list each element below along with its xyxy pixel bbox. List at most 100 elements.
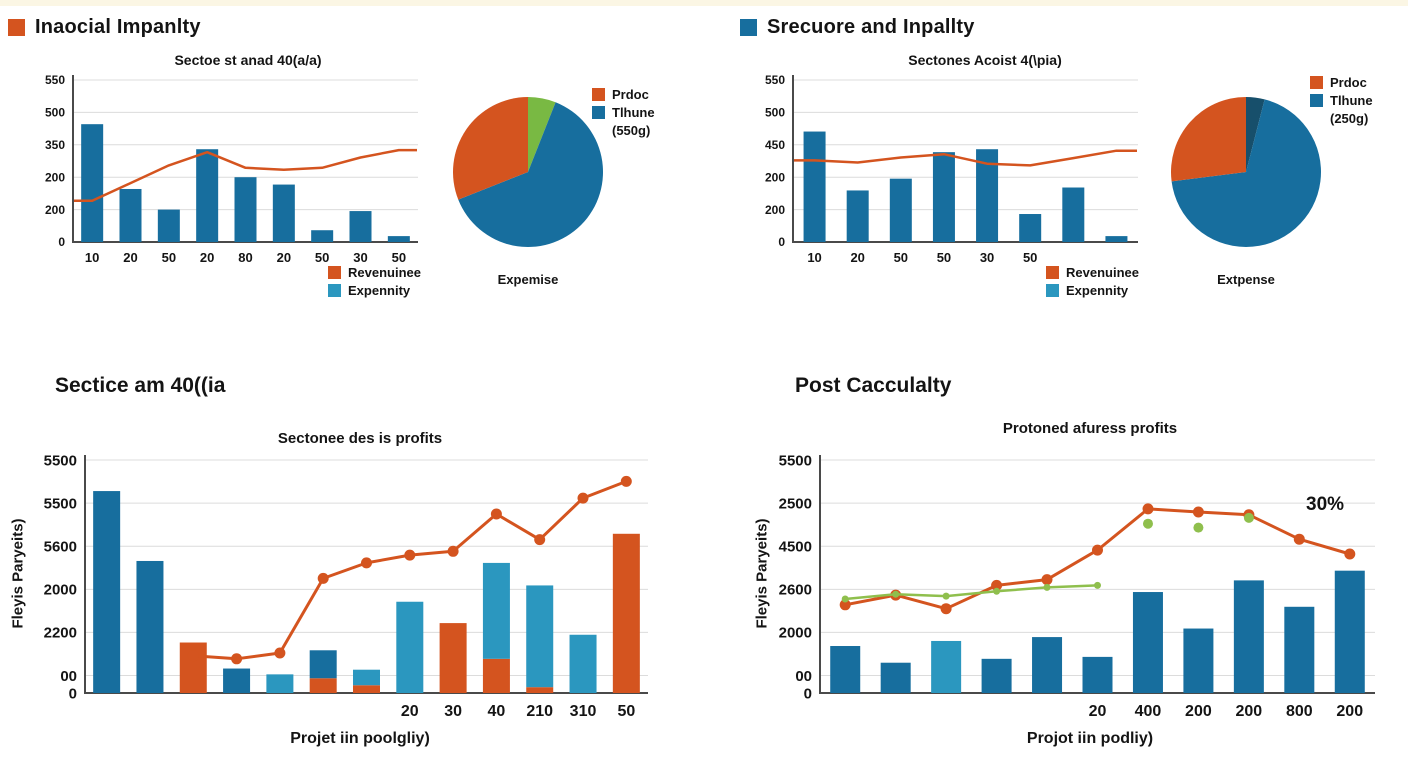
legend-swatch-icon: [1046, 284, 1059, 297]
svg-text:20: 20: [1089, 703, 1107, 720]
svg-text:50: 50: [937, 250, 951, 265]
svg-text:200: 200: [1236, 703, 1263, 720]
chart-title: Sectonee des is profits: [277, 430, 443, 447]
legend-label: Revenuinee: [1066, 265, 1139, 280]
svg-text:800: 800: [1286, 703, 1313, 720]
svg-text:0: 0: [69, 685, 77, 702]
svg-text:30: 30: [444, 703, 462, 720]
svg-text:50: 50: [162, 250, 176, 265]
percentage-annotation: 30%: [1306, 494, 1345, 515]
panel-title: Inaocial Impanlty: [35, 16, 201, 38]
svg-text:20: 20: [123, 250, 137, 265]
svg-text:10: 10: [807, 250, 821, 265]
legend-swatch-icon: [1310, 94, 1323, 107]
legend-label: Revenuinee: [348, 265, 421, 280]
svg-text:10: 10: [85, 250, 99, 265]
svg-text:50: 50: [617, 703, 635, 720]
svg-text:00: 00: [795, 668, 812, 685]
svg-text:50: 50: [392, 250, 406, 265]
legend-item: Tlhune: [1310, 94, 1373, 107]
legend-item: Prdoc: [592, 88, 655, 101]
top-left-pie-chart: [453, 97, 604, 248]
svg-text:2000: 2000: [779, 625, 812, 642]
svg-text:2200: 2200: [44, 625, 77, 642]
svg-text:2600: 2600: [779, 582, 812, 599]
svg-text:80: 80: [238, 250, 252, 265]
legend-swatch-icon: [1310, 76, 1323, 89]
top-right-pie-legend: Prdoc Tlhune (250g): [1310, 76, 1373, 125]
svg-text:500: 500: [45, 106, 65, 120]
top-right-bar-line-chart: 550 500 450 200 200 0 10 20 50 50 30 50: [765, 73, 1138, 265]
svg-text:5600: 5600: [44, 538, 77, 555]
legend-item: (250g): [1310, 112, 1373, 125]
legend-label: Expennity: [348, 283, 411, 298]
pie-caption: Extpense: [1217, 272, 1275, 287]
legend-swatch-icon: [328, 284, 341, 297]
svg-text:350: 350: [45, 138, 65, 152]
panel-title: Srecuore and Inpallty: [767, 16, 975, 38]
svg-text:5500: 5500: [44, 452, 77, 469]
svg-text:20: 20: [401, 703, 419, 720]
legend-swatch-icon: [328, 266, 341, 279]
top-right-panel-header: Srecuore and Inpallty: [740, 16, 975, 39]
svg-text:200: 200: [45, 170, 65, 184]
bottom-right-bar-line-chart: 5500 2500 4500 2600 2000 000 20 400 200 200 800 200: [779, 452, 1375, 720]
svg-text:200: 200: [1336, 703, 1363, 720]
legend-swatch-icon: [1046, 266, 1059, 279]
svg-text:30: 30: [980, 250, 994, 265]
svg-text:200: 200: [45, 203, 65, 217]
legend-label: (550g): [612, 123, 651, 138]
chart-title: Protoned afuress profits: [1002, 420, 1178, 437]
legend-swatch-icon: [592, 106, 605, 119]
legend-item: Expennity: [328, 284, 421, 297]
blue-square-icon: [740, 19, 757, 36]
x-axis-title: Projot iin podliy): [1026, 730, 1154, 747]
svg-text:310: 310: [570, 703, 597, 720]
top-left-pie-legend: Prdoc Tlhune (550g): [592, 88, 655, 137]
top-left-bar-line-chart: 550 500 350 200 200 0 10 20 50 20 80 20 50 30 50: [45, 73, 418, 265]
top-right-pie-chart: [1170, 97, 1321, 248]
legend-label: Expennity: [1066, 283, 1129, 298]
svg-text:5500: 5500: [44, 495, 77, 512]
svg-text:550: 550: [765, 73, 785, 87]
legend-swatch-icon: [592, 88, 605, 101]
svg-text:20: 20: [850, 250, 864, 265]
top-edge-strip: [0, 0, 1408, 6]
legend-label: Tlhune: [1330, 93, 1373, 108]
svg-text:2000: 2000: [44, 582, 77, 599]
orange-square-icon: [8, 19, 25, 36]
svg-text:4500: 4500: [779, 538, 812, 555]
svg-text:50: 50: [1023, 250, 1037, 265]
svg-text:450: 450: [765, 138, 785, 152]
svg-text:500: 500: [765, 106, 785, 120]
section-title: Sectice am 40((ia: [55, 374, 226, 397]
legend-item: Revenuinee: [1046, 266, 1139, 279]
chart-subtitle: Sectones Acoist 4(\pia): [908, 52, 1062, 68]
section-title: Post Cacculalty: [795, 374, 952, 397]
svg-text:550: 550: [45, 73, 65, 87]
legend-item: Prdoc: [1310, 76, 1373, 89]
legend-label: Prdoc: [612, 87, 649, 102]
svg-text:400: 400: [1135, 703, 1162, 720]
svg-text:30: 30: [353, 250, 367, 265]
svg-text:50: 50: [315, 250, 329, 265]
legend-label: Tlhune: [612, 105, 655, 120]
svg-text:0: 0: [778, 235, 785, 249]
top-left-panel-header: Inaocial Impanlty: [8, 16, 201, 39]
x-axis-title: Projet iin poolgliy): [290, 730, 430, 747]
svg-text:200: 200: [1185, 703, 1212, 720]
pie-caption: Expemise: [497, 272, 559, 287]
svg-text:0: 0: [58, 235, 65, 249]
svg-text:5500: 5500: [779, 452, 812, 469]
svg-text:50: 50: [894, 250, 908, 265]
svg-text:40: 40: [488, 703, 506, 720]
svg-text:2500: 2500: [779, 495, 812, 512]
svg-text:0: 0: [804, 685, 812, 702]
legend-label: (250g): [1330, 111, 1369, 126]
legend-item: Revenuinee: [328, 266, 421, 279]
svg-text:00: 00: [60, 668, 77, 685]
svg-text:200: 200: [765, 203, 785, 217]
chart-subtitle: Sectoe st anad 40(a/a): [174, 52, 322, 68]
svg-text:20: 20: [200, 250, 214, 265]
